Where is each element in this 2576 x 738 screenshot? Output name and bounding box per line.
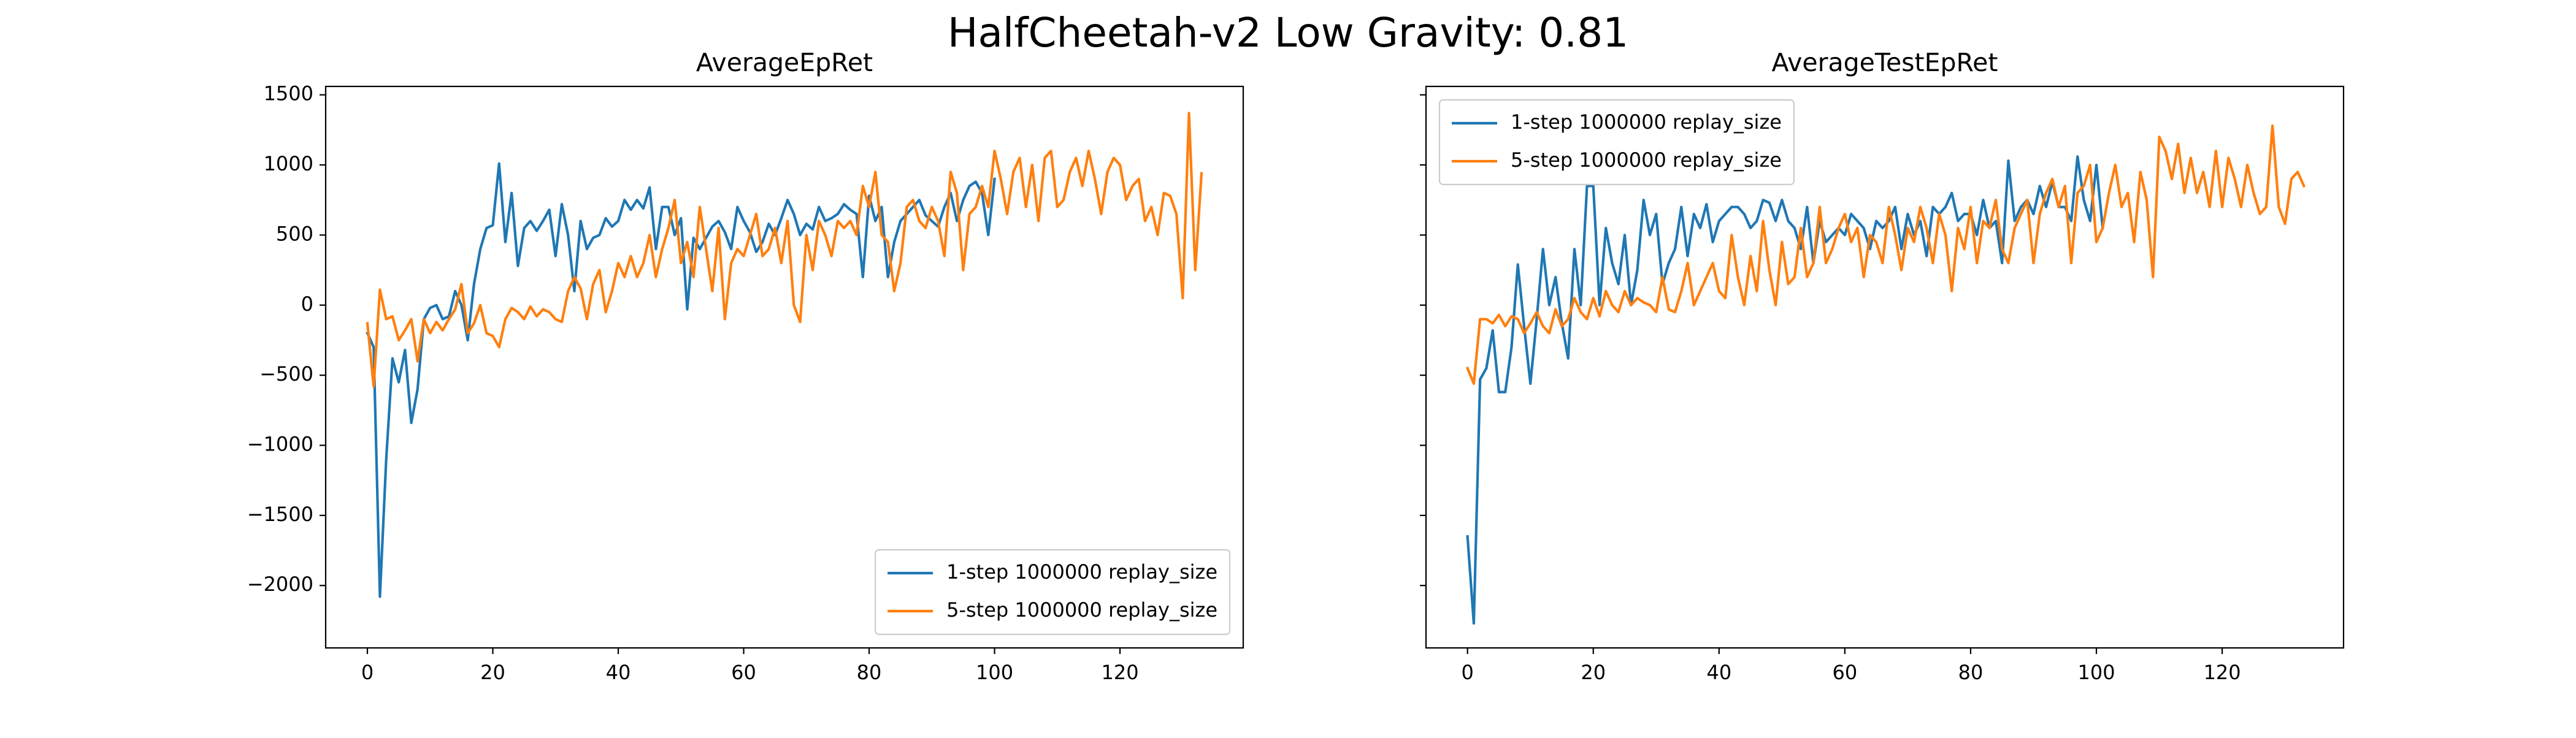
y-tick-label: 500 xyxy=(276,222,313,245)
y-tick-label: −2000 xyxy=(247,573,313,596)
y-tick-label: −500 xyxy=(259,362,313,386)
chart-title: AverageEpRet xyxy=(696,48,873,77)
x-tick-label: 100 xyxy=(976,661,1013,684)
legend-label: 5-step 1000000 replay_size xyxy=(946,598,1217,622)
x-tick-label: 100 xyxy=(2077,661,2115,684)
series-line xyxy=(1465,124,2306,385)
chart-title: AverageTestEpRet xyxy=(1772,48,1998,77)
y-tick-label: −1500 xyxy=(247,503,313,526)
legend-box xyxy=(1438,99,1795,186)
plot-area xyxy=(366,112,1203,598)
x-tick-label: 20 xyxy=(480,661,505,684)
y-tick-label: −1000 xyxy=(247,433,313,456)
figure-title: HalfCheetah-v2 Low Gravity: 0.81 xyxy=(948,9,1628,56)
series-line xyxy=(1466,155,2104,625)
x-tick-label: 80 xyxy=(857,661,882,684)
y-tick-label: 1000 xyxy=(264,152,313,175)
y-tick-label: 1500 xyxy=(264,82,313,105)
legend-label: 1-step 1000000 replay_size xyxy=(1511,110,1782,134)
x-tick-label: 120 xyxy=(2204,661,2241,684)
plot-area xyxy=(1465,124,2306,625)
x-tick-label: 120 xyxy=(1102,661,1139,684)
legend: 1-step 1000000 replay_size 5-step 1000000… xyxy=(1438,99,1795,186)
legend: 1-step 1000000 replay_size 5-step 1000000… xyxy=(874,549,1231,636)
x-tick-label: 60 xyxy=(1833,661,1858,684)
axes-frame xyxy=(1425,85,2345,649)
series-line xyxy=(366,112,1203,388)
x-tick-label: 20 xyxy=(1581,661,1606,684)
x-tick-label: 0 xyxy=(361,661,374,684)
x-tick-label: 40 xyxy=(1706,661,1731,684)
x-tick-label: 80 xyxy=(1958,661,1984,684)
x-tick-label: 40 xyxy=(606,661,631,684)
axes-frame xyxy=(324,85,1244,649)
y-tick-label: 0 xyxy=(301,292,313,316)
legend-box xyxy=(874,549,1231,636)
legend-label: 5-step 1000000 replay_size xyxy=(1511,148,1782,172)
x-tick-label: 0 xyxy=(1461,661,1473,684)
legend-label: 1-step 1000000 replay_size xyxy=(946,560,1217,584)
x-tick-label: 60 xyxy=(731,661,756,684)
